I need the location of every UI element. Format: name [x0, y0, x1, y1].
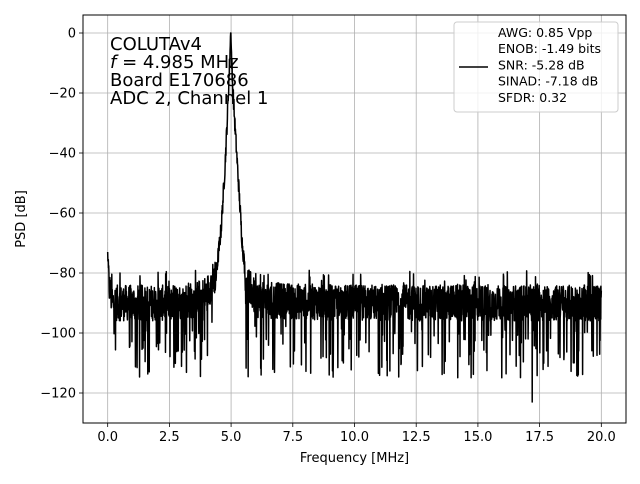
annotation-adc-channel: ADC 2, Channel 1 — [110, 88, 268, 109]
x-tick-label: 7.5 — [282, 430, 303, 445]
annotation-block: COLUTAv4 f = 4.985 MHz Board E170686 ADC… — [110, 34, 268, 109]
y-tick-label: 0 — [68, 27, 76, 42]
annotation-frequency: f = 4.985 MHz — [110, 52, 239, 73]
x-tick-label: 10.0 — [340, 430, 369, 445]
x-axis-label: Frequency [MHz] — [300, 451, 409, 466]
annotation-frequency-symbol: f — [110, 52, 119, 73]
legend: AWG: 0.85 Vpp ENOB: -1.49 bits SNR: -5.2… — [453, 21, 619, 113]
annotation-board: Board E170686 — [110, 70, 249, 91]
annotation-frequency-value: = 4.985 MHz — [116, 52, 238, 73]
legend-awg: AWG: 0.85 Vpp — [498, 25, 592, 40]
y-axis-label: PSD [dB] — [14, 190, 29, 248]
x-tick-label: 12.5 — [402, 430, 431, 445]
x-tick-label: 17.5 — [525, 430, 554, 445]
legend-box — [453, 21, 619, 113]
y-tick-label: −40 — [49, 147, 76, 162]
legend-sinad: SINAD: -7.18 dB — [498, 74, 598, 89]
x-tick-label: 5.0 — [221, 430, 242, 445]
x-tick-label: 20.0 — [587, 430, 616, 445]
data-layer — [106, 32, 603, 403]
legend-sfdr: SFDR: 0.32 — [498, 90, 567, 105]
psd-series-line — [106, 32, 603, 403]
x-tick-label: 15.0 — [463, 430, 492, 445]
y-tick-label: −20 — [49, 87, 76, 102]
y-tick-label: −100 — [40, 327, 76, 342]
legend-snr: SNR: -5.28 dB — [498, 57, 585, 72]
y-tick-label: −120 — [40, 387, 76, 402]
annotation-chip: COLUTAv4 — [110, 34, 202, 55]
x-tick-label: 2.5 — [159, 430, 180, 445]
y-tick-label: −60 — [49, 207, 76, 222]
ticks: 0.0 2.5 5.0 7.5 10.0 12.5 15.0 17.5 20.0 0 −20 −40 −… — [40, 27, 616, 446]
legend-enob: ENOB: -1.49 bits — [498, 41, 601, 56]
x-tick-label: 0.0 — [97, 430, 118, 445]
y-tick-label: −80 — [49, 267, 76, 282]
